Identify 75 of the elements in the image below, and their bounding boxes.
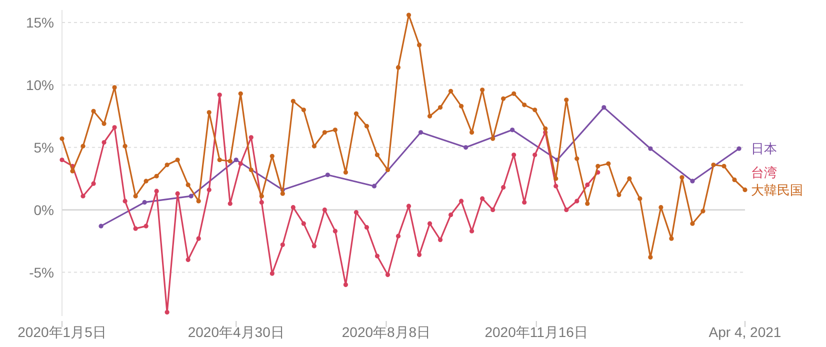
point <box>248 135 254 140</box>
y-tick-label: -5% <box>29 264 54 280</box>
point <box>354 210 359 215</box>
point <box>80 194 86 198</box>
point <box>164 310 170 315</box>
point <box>217 92 222 98</box>
point <box>98 224 104 228</box>
point <box>102 140 106 145</box>
point <box>290 205 296 210</box>
point <box>564 208 569 212</box>
point <box>512 152 516 158</box>
point <box>448 212 454 218</box>
point <box>522 200 527 205</box>
point <box>91 181 96 186</box>
point <box>690 178 695 184</box>
point <box>480 196 485 201</box>
point <box>416 252 422 258</box>
point <box>364 225 370 230</box>
y-tick-label: 15% <box>26 14 54 30</box>
point <box>206 188 212 192</box>
point <box>372 184 377 188</box>
point <box>385 272 390 278</box>
point <box>188 194 194 198</box>
point <box>238 161 243 166</box>
x-tick-label: 2020年4月30日 <box>188 324 284 340</box>
point <box>228 201 232 206</box>
point <box>374 254 380 258</box>
point <box>332 228 338 234</box>
point <box>133 226 138 231</box>
point <box>427 221 432 226</box>
point <box>510 128 515 132</box>
point <box>585 182 590 188</box>
point <box>144 224 148 228</box>
point <box>325 172 330 178</box>
point <box>396 234 401 238</box>
point <box>458 198 464 204</box>
point <box>463 145 468 150</box>
point <box>554 184 558 188</box>
x-tick-label: 2020年8月8日 <box>342 324 431 340</box>
point <box>490 208 496 212</box>
x-tick-label: 2020年11月16日 <box>484 324 588 340</box>
point <box>343 282 348 288</box>
point <box>142 200 147 205</box>
point <box>60 158 64 162</box>
y-tick-label: 5% <box>34 139 54 156</box>
point <box>648 146 653 151</box>
x-tick-label: 2020年1月5日 <box>18 324 106 340</box>
point <box>301 221 306 226</box>
point <box>470 228 474 234</box>
point <box>154 188 159 194</box>
point <box>196 236 201 241</box>
point <box>234 158 238 162</box>
point <box>186 257 190 262</box>
point <box>406 204 412 208</box>
point <box>280 242 285 248</box>
point <box>312 244 316 248</box>
series-label: 台湾 <box>751 164 777 180</box>
point <box>175 191 180 196</box>
point <box>122 198 128 204</box>
x-tick-label: Apr 4, 2021 <box>708 324 782 340</box>
y-tick-label: 0% <box>34 202 54 218</box>
point <box>501 185 506 190</box>
point <box>270 271 274 276</box>
point <box>438 238 443 242</box>
point <box>574 198 580 204</box>
point <box>112 125 117 130</box>
point <box>322 208 327 212</box>
point <box>532 152 538 158</box>
point <box>259 200 264 205</box>
point <box>418 130 424 135</box>
y-tick-label: 10% <box>26 76 54 93</box>
series-label: 大韓民国 <box>751 182 803 198</box>
point <box>736 146 742 151</box>
series-label: 日本 <box>751 141 777 156</box>
point <box>602 105 606 110</box>
